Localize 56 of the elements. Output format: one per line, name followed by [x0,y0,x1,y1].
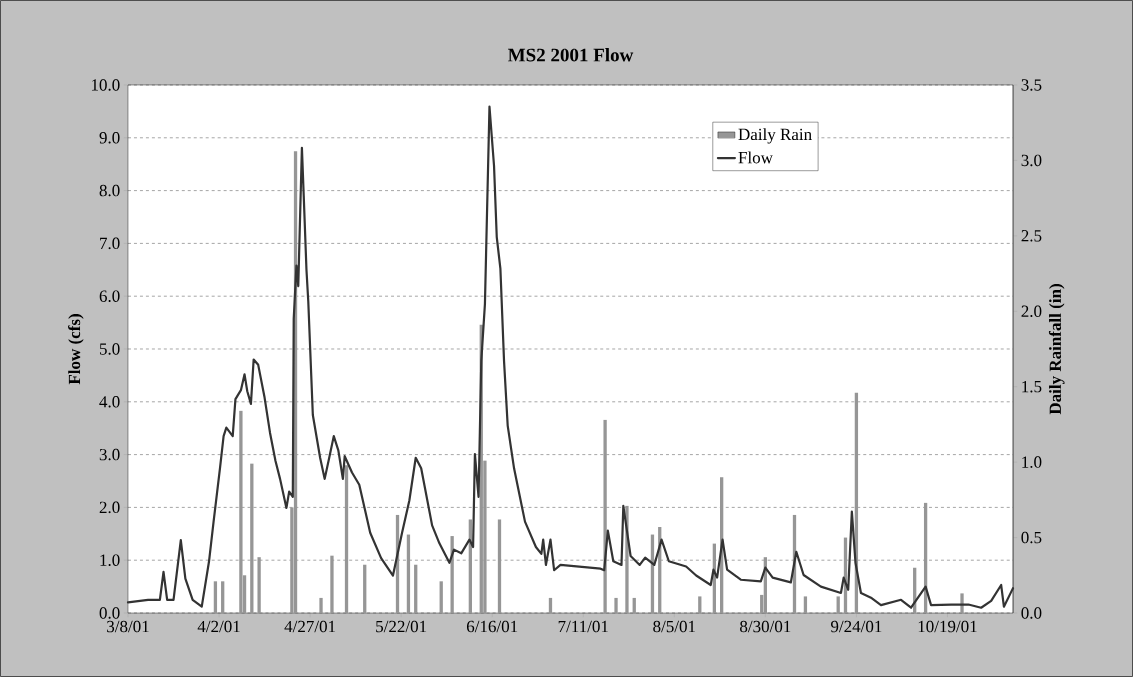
x-tick-label: 9/24/01 [830,620,882,633]
x-tick-label: 5/22/01 [376,620,427,633]
y-tick-label: 7.0 [100,237,120,250]
y-tick-label: 5.0 [99,343,120,355]
x-tick-label: 4/2/01 [197,620,240,633]
bar [439,581,443,613]
y2-tick-label: 0.5 [1021,531,1042,544]
bar [548,597,553,613]
y2-tick-label: 2.5 [1021,230,1042,242]
bar [803,596,808,613]
bar [330,555,334,613]
x-tick-label: 8/5/01 [653,620,696,633]
y2-tick-label: 3.0 [1021,154,1042,167]
y-tick-label: 0.0 [99,607,120,619]
bar [614,597,618,613]
y-tick-label: 1.0 [100,554,120,566]
bar [257,557,261,613]
x-tick-label: 10/19/01 [918,620,977,633]
bar [319,597,323,613]
bar [836,596,840,613]
x-tick-label: 8/30/01 [740,620,791,633]
y-tick-label: 3.0 [99,448,120,461]
x-tick-label: 6/16/01 [466,620,518,633]
bar [603,419,607,613]
y2-tick-label: 1.0 [1022,456,1042,468]
y-axis-title: Flow (cfs) [68,314,84,385]
bar [406,534,411,613]
y2-tick-label: 2.0 [1021,305,1042,318]
x-tick-label: 7/11/01 [558,620,608,633]
legend-label: Flow [738,151,773,164]
y-tick-label: 8.0 [99,184,120,197]
bar [363,564,367,613]
bar [221,581,225,613]
y2-tick-label: 0.0 [1021,607,1042,619]
y-tick-label: 2.0 [99,501,120,514]
line-series [126,105,1015,609]
bar [344,465,349,613]
legend-label: Daily Rain [738,128,812,144]
bar [698,596,702,613]
y2-tick-label: 1.5 [1022,380,1042,393]
bar [497,519,502,613]
y-tick-label: 6.0 [99,290,120,302]
y-tick-label: 4.0 [99,396,120,408]
chart-title: MS2 2001 Flow [508,48,634,62]
x-tick-label: 3/8/01 [107,620,149,633]
bar [250,463,254,613]
x-tick-label: 4/27/01 [284,620,336,633]
y-tick-label: 10.0 [91,79,120,91]
bar [239,410,243,613]
bar [414,564,418,613]
y2-tick-label: 3.5 [1021,79,1042,91]
y2-axis-title: Daily Rainfall (in) [1048,284,1065,415]
bar [213,581,218,613]
y-tick-label: 9.0 [99,132,120,144]
bar [450,536,454,613]
bar [632,597,636,613]
